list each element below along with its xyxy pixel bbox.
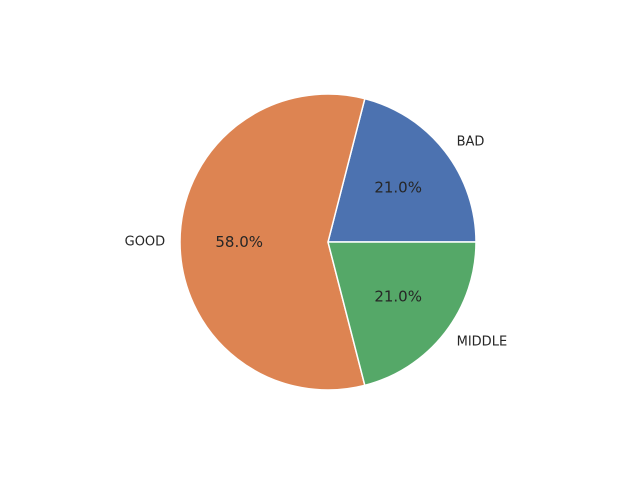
pie-slices	[179, 93, 477, 391]
pie-percent-label-middle: 21.0%	[374, 287, 422, 305]
pie-percent-label-bad: 21.0%	[374, 179, 422, 197]
pie-slice-middle	[327, 241, 477, 387]
pie-percent-label-good: 58.0%	[215, 233, 263, 251]
pie-category-label-bad: BAD	[457, 135, 485, 150]
pie-slice-bad	[327, 97, 477, 243]
pie-category-label-middle: MIDDLE	[457, 334, 508, 349]
pie-slice-good	[179, 93, 366, 391]
pie-labels: 21.0% BAD 58.0% GOOD 21.0% MIDDLE	[125, 135, 508, 350]
pie-category-label-good: GOOD	[125, 235, 166, 250]
